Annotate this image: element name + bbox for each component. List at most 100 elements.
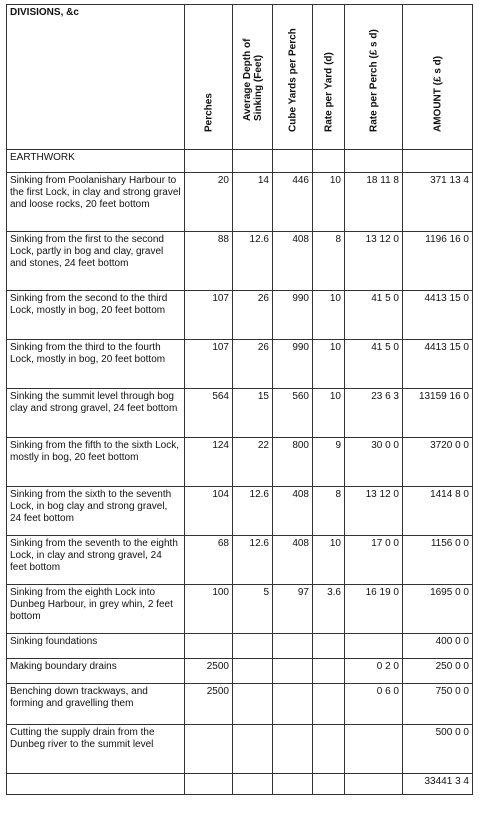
cube-yards-cell [272, 633, 313, 659]
cube-yards-cell: 408 [272, 486, 313, 536]
depth-cell: 5 [232, 584, 273, 634]
amount-cell: 500 0 0 [402, 724, 473, 774]
amount-cell: 371 13 4 [402, 172, 473, 232]
perches-cell: 104 [184, 486, 233, 536]
cube-yards-cell: 560 [272, 388, 313, 438]
header-rate-perch: Rate per Perch (£ s d) [344, 4, 403, 150]
perches-cell: 124 [184, 437, 233, 487]
rate-yard-cell [312, 683, 345, 725]
depth-cell [232, 658, 273, 684]
cube-yards-cell [272, 658, 313, 684]
perches-cell: 107 [184, 290, 233, 340]
division-cell: Sinking from the eighth Lock into Dunbeg… [6, 584, 185, 634]
perches-cell: 68 [184, 535, 233, 585]
cube-yards-cell: 800 [272, 437, 313, 487]
table-row: Sinking from the fifth to the sixth Lock… [6, 437, 473, 487]
depth-cell [232, 633, 273, 659]
division-cell: Sinking foundations [6, 633, 185, 659]
depth-cell: 22 [232, 437, 273, 487]
cube-yards-cell: 446 [272, 172, 313, 232]
division-cell: Sinking from Poolanishary Harbour to the… [6, 172, 185, 232]
section-row: EARTHWORK [6, 149, 473, 173]
table-row: Sinking from the eighth Lock into Dunbeg… [6, 584, 473, 634]
rate-yard-cell: 10 [312, 535, 345, 585]
rate-perch-cell: 30 0 0 [344, 437, 403, 487]
perches-cell: 2500 [184, 658, 233, 684]
division-cell: Sinking from the sixth to the seventh Lo… [6, 486, 185, 536]
total-amount: 33441 3 4 [402, 773, 473, 795]
rate-perch-cell: 23 6 3 [344, 388, 403, 438]
table-row: Sinking from the second to the third Loc… [6, 290, 473, 340]
division-cell: Sinking the summit level through bog cla… [6, 388, 185, 438]
cube-yards-cell: 408 [272, 535, 313, 585]
division-cell: Benching down trackways, and forming and… [6, 683, 185, 725]
table-row: Sinking foundations 400 0 0 [6, 633, 473, 659]
amount-cell: 250 0 0 [402, 658, 473, 684]
division-cell: Sinking from the second to the third Loc… [6, 290, 185, 340]
rate-perch-cell: 17 0 0 [344, 535, 403, 585]
rate-perch-cell: 0 6 0 [344, 683, 403, 725]
perches-cell [184, 724, 233, 774]
depth-cell: 12.6 [232, 231, 273, 291]
amount-cell: 1196 16 0 [402, 231, 473, 291]
table-row: Sinking the summit level through bog cla… [6, 388, 473, 438]
depth-cell [232, 683, 273, 725]
cube-yards-cell [272, 724, 313, 774]
rate-perch-cell: 0 2 0 [344, 658, 403, 684]
total-row: 33441 3 4 [6, 773, 473, 795]
perches-cell: 564 [184, 388, 233, 438]
table-row: Sinking from Poolanishary Harbour to the… [6, 172, 473, 232]
rate-perch-cell: 18 11 8 [344, 172, 403, 232]
table-row: Sinking from the first to the second Loc… [6, 231, 473, 291]
rate-yard-cell [312, 633, 345, 659]
rate-yard-cell: 9 [312, 437, 345, 487]
cube-yards-cell: 408 [272, 231, 313, 291]
division-cell: Cutting the supply drain from the Dunbeg… [6, 724, 185, 774]
table-row: Sinking from the sixth to the seventh Lo… [6, 486, 473, 536]
cube-yards-cell: 97 [272, 584, 313, 634]
depth-cell: 26 [232, 339, 273, 389]
rate-yard-cell: 3.6 [312, 584, 345, 634]
amount-cell: 750 0 0 [402, 683, 473, 725]
amount-cell: 4413 15 0 [402, 339, 473, 389]
division-cell: Sinking from the third to the fourth Loc… [6, 339, 185, 389]
header-avg-depth: Average Depth of Sinking (Feet) [232, 4, 273, 150]
depth-cell: 12.6 [232, 486, 273, 536]
depth-cell: 15 [232, 388, 273, 438]
rate-yard-cell: 8 [312, 486, 345, 536]
header-rate-yard: Rate per Yard (d) [312, 4, 345, 150]
amount-cell: 400 0 0 [402, 633, 473, 659]
header-cube-yards: Cube Yards per Perch [272, 4, 313, 150]
rate-perch-cell [344, 633, 403, 659]
perches-cell: 88 [184, 231, 233, 291]
amount-cell: 1156 0 0 [402, 535, 473, 585]
rate-perch-cell: 16 19 0 [344, 584, 403, 634]
perches-cell: 2500 [184, 683, 233, 725]
section-label: EARTHWORK [6, 149, 185, 173]
table-row: Benching down trackways, and forming and… [6, 683, 473, 725]
rate-yard-cell [312, 658, 345, 684]
rate-yard-cell: 10 [312, 388, 345, 438]
perches-cell [184, 633, 233, 659]
table-row: Cutting the supply drain from the Dunbeg… [6, 724, 473, 774]
rate-perch-cell [344, 724, 403, 774]
amount-cell: 1414 8 0 [402, 486, 473, 536]
amount-cell: 1695 0 0 [402, 584, 473, 634]
rate-yard-cell: 10 [312, 290, 345, 340]
cube-yards-cell [272, 683, 313, 725]
rate-perch-cell: 41 5 0 [344, 290, 403, 340]
depth-cell: 14 [232, 172, 273, 232]
earthwork-estimate-table: DIVISIONS, &c Perches Average Depth of S… [6, 4, 473, 795]
header-row: DIVISIONS, &c Perches Average Depth of S… [6, 4, 473, 150]
header-amount: AMOUNT (£ s d) [402, 4, 473, 150]
perches-cell: 100 [184, 584, 233, 634]
cube-yards-cell: 990 [272, 339, 313, 389]
perches-cell: 107 [184, 339, 233, 389]
rate-yard-cell: 10 [312, 339, 345, 389]
depth-cell [232, 724, 273, 774]
rate-perch-cell: 41 5 0 [344, 339, 403, 389]
amount-cell: 13159 16 0 [402, 388, 473, 438]
perches-cell: 20 [184, 172, 233, 232]
division-cell: Sinking from the fifth to the sixth Lock… [6, 437, 185, 487]
depth-cell: 26 [232, 290, 273, 340]
